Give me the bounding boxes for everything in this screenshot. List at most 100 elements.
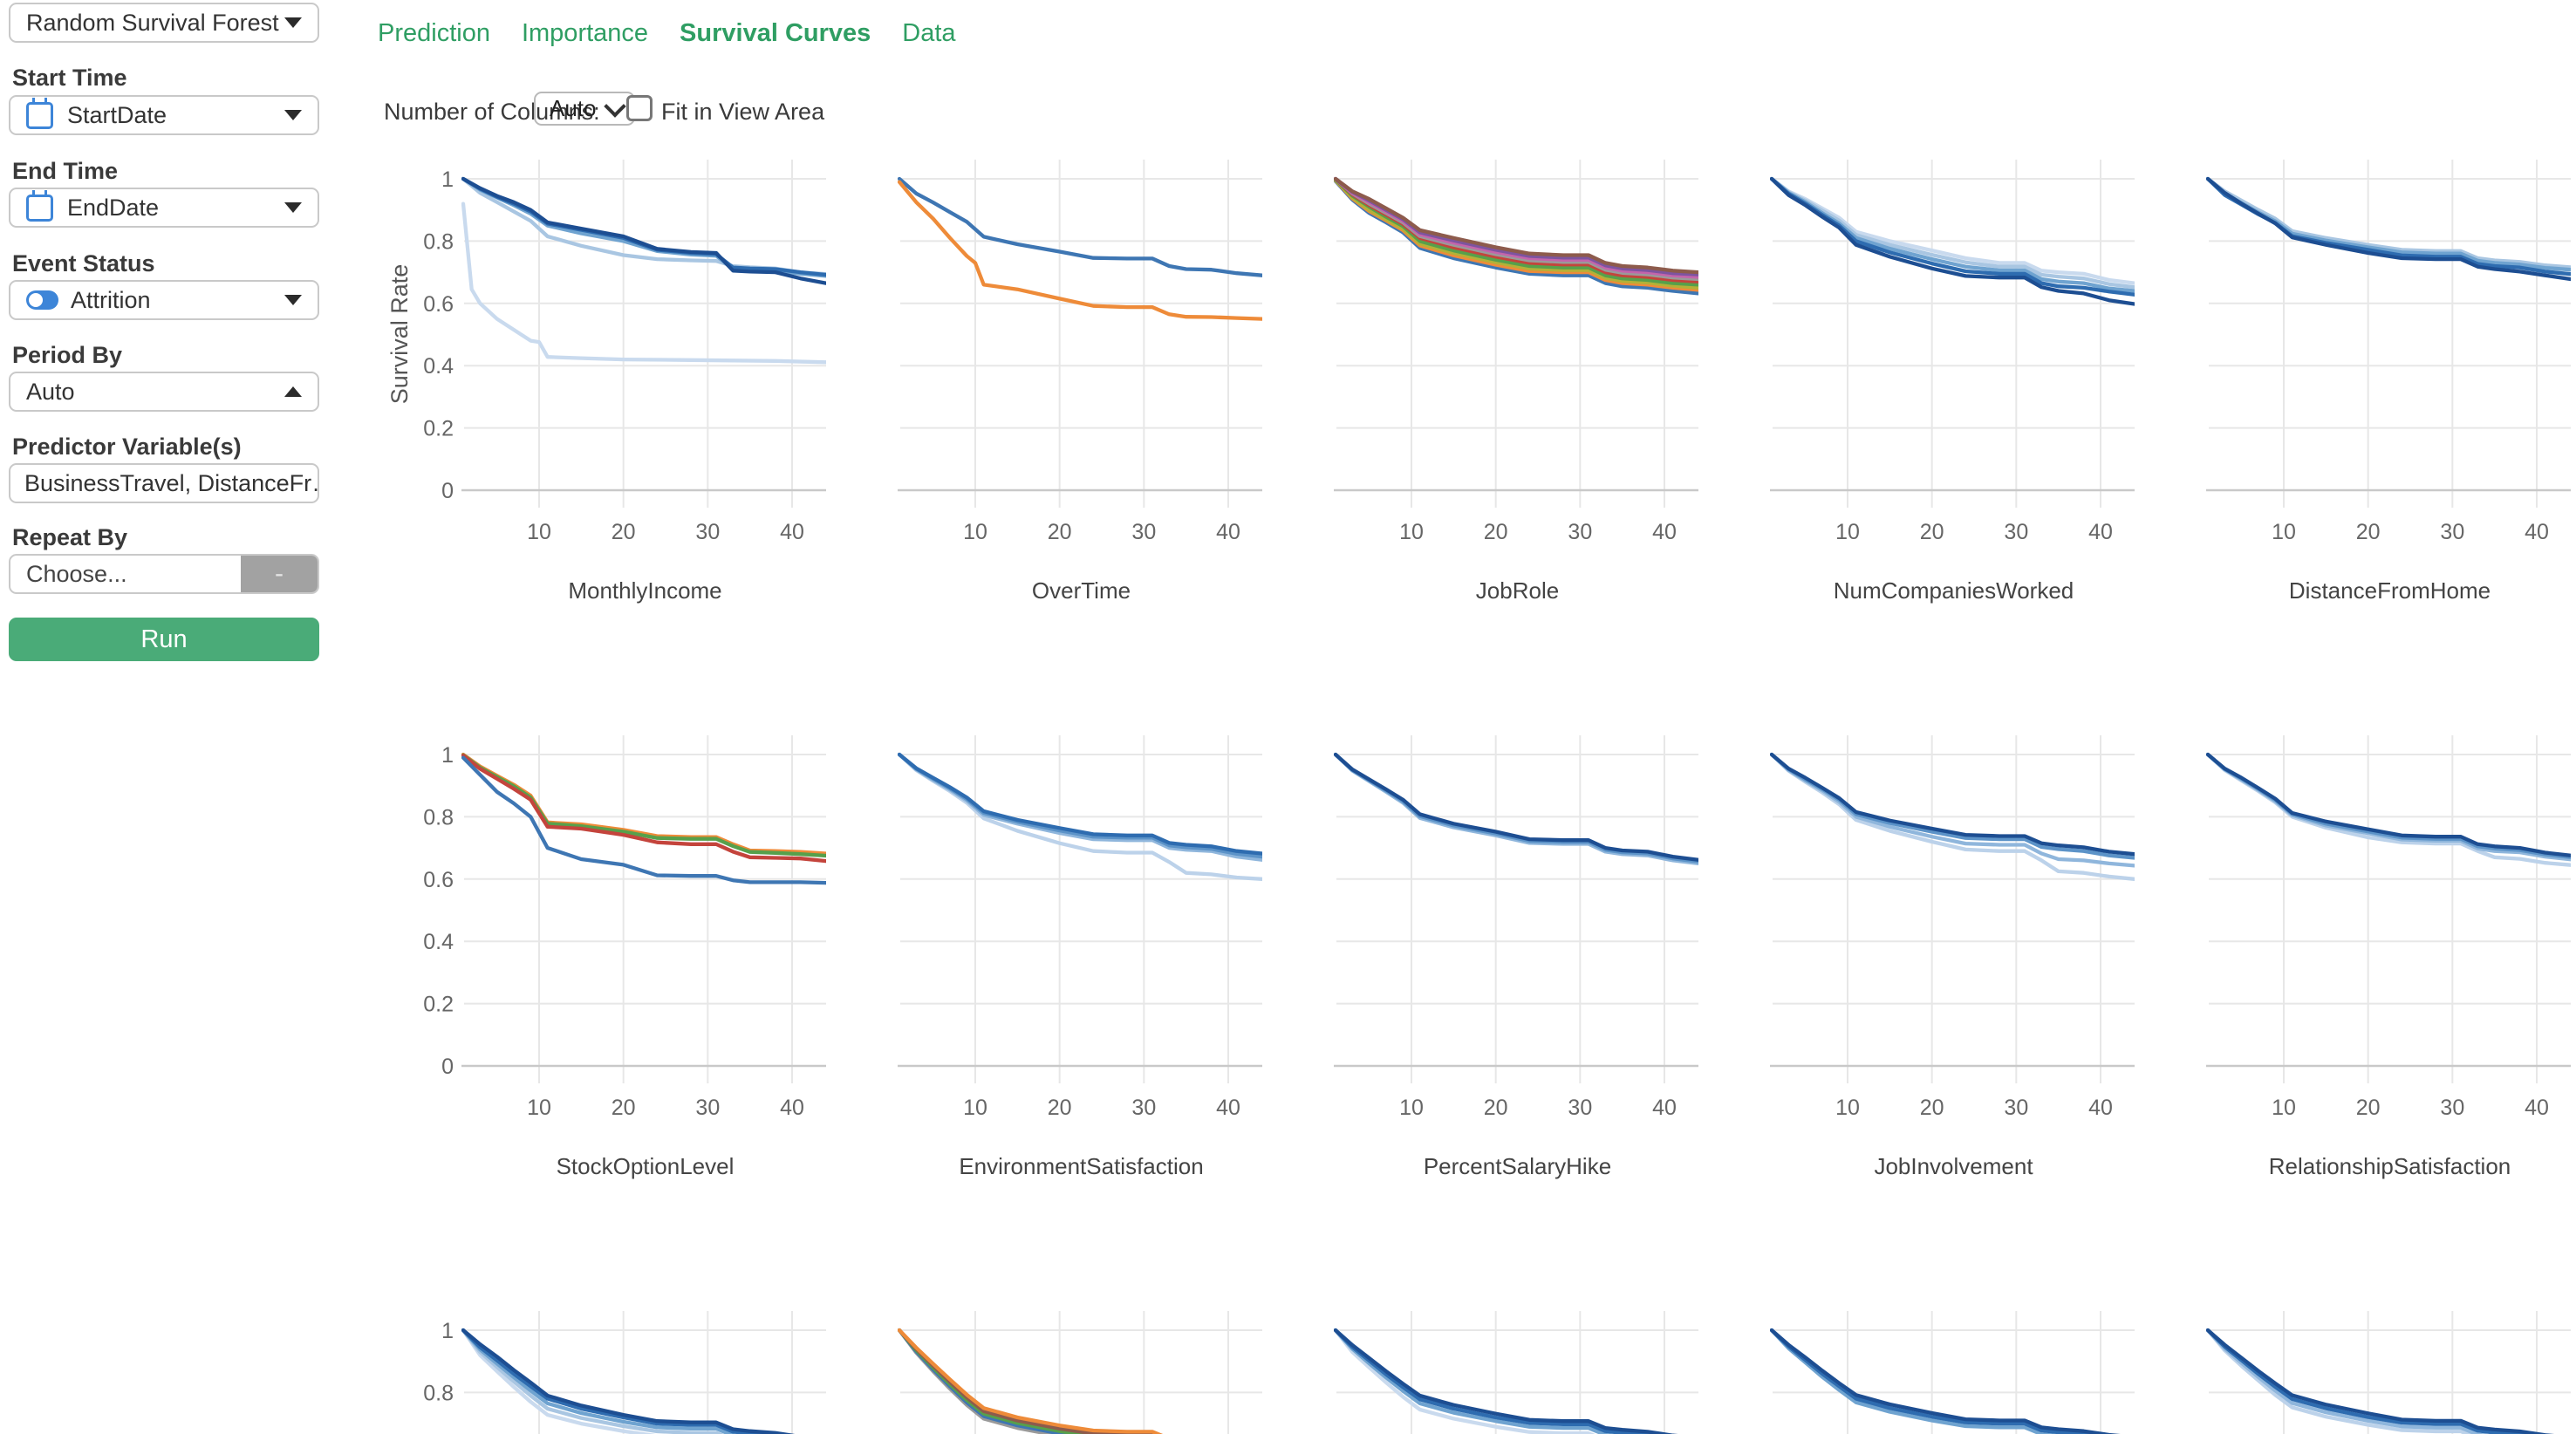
event-status-select[interactable]: Attrition	[9, 280, 319, 320]
svg-text:20: 20	[2356, 520, 2381, 544]
svg-text:40: 40	[1216, 1096, 1240, 1120]
toggle-icon	[26, 290, 58, 310]
svg-text:NumCompaniesWorked: NumCompaniesWorked	[1834, 577, 2074, 604]
svg-text:20: 20	[1048, 1096, 1072, 1120]
fit-view-checkbox[interactable]	[626, 95, 653, 121]
svg-text:10: 10	[1399, 520, 1424, 544]
svg-text:30: 30	[2004, 1096, 2028, 1120]
tab-prediction[interactable]: Prediction	[378, 19, 490, 47]
svg-text:10: 10	[2272, 1096, 2296, 1120]
svg-text:20: 20	[612, 520, 636, 544]
svg-text:30: 30	[2440, 1096, 2464, 1120]
start-time-select[interactable]: StartDate	[9, 95, 319, 135]
svg-text:40: 40	[1652, 1096, 1677, 1120]
svg-text:1: 1	[441, 167, 454, 192]
svg-text:Survival Rate: Survival Rate	[390, 264, 413, 405]
svg-text:40: 40	[1216, 520, 1240, 544]
model-select[interactable]: Random Survival Forest	[9, 3, 319, 43]
svg-text:30: 30	[2440, 520, 2464, 544]
svg-text:MonthlyIncome: MonthlyIncome	[568, 577, 721, 604]
tab-data[interactable]: Data	[902, 19, 956, 47]
svg-text:RelationshipSatisfaction: RelationshipSatisfaction	[2269, 1153, 2511, 1179]
repeat-by-label: Repeat By	[12, 524, 128, 550]
svg-text:30: 30	[1568, 1096, 1592, 1120]
svg-text:40: 40	[2088, 520, 2113, 544]
svg-text:20: 20	[612, 1096, 636, 1120]
columns-select-value: Auto	[550, 95, 597, 121]
columns-label: Number of Columns:	[384, 99, 600, 125]
chart-monthlyincome: 10 20 30 40 0 0.2 0.4 0.6 0.8 1 Survival Rate Month…	[390, 160, 826, 604]
svg-text:0.2: 0.2	[423, 993, 454, 1017]
svg-text:DistanceFromHome: DistanceFromHome	[2289, 577, 2491, 604]
predictor-input[interactable]: BusinessTravel, DistanceFr…	[9, 463, 319, 503]
chart-relationshipsatisfaction: 10 20 30 40 RelationshipSatisfaction	[2206, 735, 2571, 1179]
tab-survival-curves[interactable]: Survival Curves	[680, 19, 871, 47]
chevron-down-icon	[284, 110, 302, 120]
chevron-down-icon	[284, 202, 302, 213]
chart-stockoptionlevel: 10 20 30 40 0 0.2 0.4 0.6 0.8 1 StockOptionLevel	[423, 735, 826, 1179]
start-time-label: Start Time	[12, 65, 127, 91]
svg-text:40: 40	[2525, 1096, 2549, 1120]
svg-text:10: 10	[1835, 1096, 1860, 1120]
svg-text:0: 0	[441, 1055, 454, 1079]
predictor-value: BusinessTravel, DistanceFr…	[24, 469, 319, 496]
svg-text:40: 40	[2088, 1096, 2113, 1120]
svg-text:0.6: 0.6	[423, 868, 454, 892]
repeat-by-field: Choose... -	[9, 554, 319, 594]
chart-jobrole: 10 20 30 40 JobRole	[1334, 160, 1698, 604]
chart-percentsalaryhike: 10 20 30 40 PercentSalaryHike	[1334, 735, 1698, 1179]
fit-view-label: Fit in View Area	[661, 99, 825, 125]
chevron-down-icon	[284, 17, 302, 28]
svg-text:EnvironmentSatisfaction: EnvironmentSatisfaction	[959, 1153, 1203, 1179]
svg-text:10: 10	[963, 520, 987, 544]
svg-text:PercentSalaryHike: PercentSalaryHike	[1424, 1153, 1611, 1179]
svg-text:JobRole: JobRole	[1476, 577, 1559, 604]
remove-repeat-button[interactable]: -	[241, 556, 318, 592]
svg-text:10: 10	[527, 1096, 551, 1120]
svg-text:0.8: 0.8	[423, 229, 454, 254]
svg-text:1: 1	[441, 1319, 454, 1343]
repeat-by-input[interactable]: Choose...	[26, 560, 127, 587]
svg-text:20: 20	[2356, 1096, 2381, 1120]
svg-text:10: 10	[527, 520, 551, 544]
event-status-label: Event Status	[12, 250, 155, 277]
svg-text:40: 40	[780, 520, 804, 544]
svg-text:30: 30	[695, 520, 720, 544]
sidebar: Random Survival Forest Start Time StartD…	[0, 0, 349, 1434]
tab-bar: Prediction Importance Survival Curves Da…	[378, 19, 956, 48]
period-by-select[interactable]: Auto	[9, 372, 319, 412]
svg-text:30: 30	[1568, 520, 1592, 544]
svg-text:20: 20	[1484, 1096, 1508, 1120]
chart-numcompaniesworked: 10 20 30 40 NumCompaniesWorked	[1770, 160, 2135, 604]
svg-text:10: 10	[1399, 1096, 1424, 1120]
svg-text:20: 20	[1484, 520, 1508, 544]
svg-text:40: 40	[2525, 520, 2549, 544]
svg-text:0.8: 0.8	[423, 1381, 454, 1405]
predictor-label: Predictor Variable(s)	[12, 434, 242, 460]
svg-text:20: 20	[1920, 520, 1944, 544]
chevron-up-icon	[284, 386, 302, 397]
svg-text:30: 30	[2004, 520, 2028, 544]
end-time-select[interactable]: EndDate	[9, 188, 319, 228]
svg-text:40: 40	[1652, 520, 1677, 544]
svg-text:30: 30	[695, 1096, 720, 1120]
svg-text:20: 20	[1920, 1096, 1944, 1120]
svg-text:40: 40	[780, 1096, 804, 1120]
tab-importance[interactable]: Importance	[521, 19, 649, 47]
svg-text:10: 10	[1835, 520, 1860, 544]
svg-text:StockOptionLevel: StockOptionLevel	[557, 1153, 735, 1179]
svg-text:20: 20	[1048, 520, 1072, 544]
svg-text:0.4: 0.4	[423, 930, 454, 954]
svg-text:0: 0	[441, 479, 454, 503]
svg-text:30: 30	[1131, 520, 1156, 544]
chart-distancefromhome: 10 20 30 40 DistanceFromHome	[2206, 160, 2571, 604]
svg-text:0.8: 0.8	[423, 805, 454, 830]
svg-text:OverTime: OverTime	[1032, 577, 1131, 604]
run-button[interactable]: Run	[9, 618, 319, 661]
